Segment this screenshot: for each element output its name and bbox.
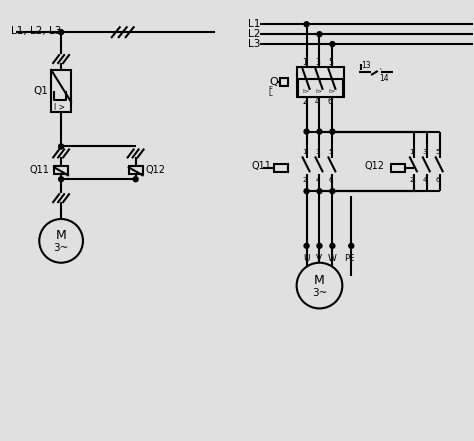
Text: Q11: Q11	[29, 165, 49, 176]
Text: 6: 6	[436, 177, 440, 183]
Circle shape	[304, 189, 309, 194]
Text: 2: 2	[410, 177, 414, 183]
Circle shape	[330, 189, 335, 194]
Circle shape	[317, 243, 322, 248]
Text: Q12: Q12	[146, 165, 165, 176]
Text: 4: 4	[315, 177, 319, 183]
Text: 6: 6	[328, 97, 333, 106]
Text: 2: 2	[302, 97, 307, 106]
Text: 3: 3	[315, 149, 320, 155]
Circle shape	[349, 243, 354, 248]
Text: 13: 13	[361, 61, 371, 71]
Text: I >: I >	[54, 103, 65, 112]
Bar	[391, 164, 405, 172]
Text: L1, L2, L3: L1, L2, L3	[11, 26, 62, 36]
Text: 3: 3	[422, 149, 427, 155]
Text: V: V	[317, 254, 322, 263]
Text: 4: 4	[423, 177, 427, 183]
Bar	[297, 67, 344, 97]
Circle shape	[330, 129, 335, 134]
Bar	[51, 70, 71, 112]
Text: M: M	[56, 229, 66, 243]
Circle shape	[304, 243, 309, 248]
Text: 3~: 3~	[312, 288, 327, 298]
Text: I>: I>	[316, 90, 323, 94]
Text: 1: 1	[410, 149, 414, 155]
Circle shape	[304, 22, 309, 27]
Circle shape	[317, 32, 322, 37]
Text: L: L	[269, 91, 273, 97]
Text: Q11: Q11	[252, 161, 272, 172]
Text: Q12: Q12	[364, 161, 384, 172]
Text: 1: 1	[302, 149, 307, 155]
Text: M: M	[314, 274, 325, 287]
Bar	[54, 166, 68, 174]
Text: 6: 6	[328, 177, 333, 183]
Bar	[298, 79, 343, 97]
Circle shape	[59, 30, 64, 35]
Circle shape	[304, 129, 309, 134]
Text: L1: L1	[248, 19, 260, 29]
Circle shape	[330, 41, 335, 47]
Text: F: F	[269, 86, 273, 92]
Circle shape	[297, 263, 342, 308]
Text: 5: 5	[328, 149, 333, 155]
Text: 5: 5	[436, 149, 440, 155]
Text: W: W	[328, 254, 337, 263]
Text: Q: Q	[270, 77, 279, 87]
Text: 4: 4	[315, 97, 320, 106]
Text: 3~: 3~	[54, 243, 69, 253]
Text: 1: 1	[302, 59, 307, 67]
Text: L3: L3	[248, 39, 260, 49]
Circle shape	[59, 177, 64, 182]
Circle shape	[59, 144, 64, 149]
Text: 14: 14	[379, 75, 389, 83]
Text: PE: PE	[344, 254, 355, 263]
Text: U: U	[303, 254, 310, 263]
Bar	[274, 164, 288, 172]
Text: 2: 2	[302, 177, 307, 183]
Text: L2: L2	[248, 29, 260, 39]
Circle shape	[317, 129, 322, 134]
Text: 5: 5	[328, 59, 333, 67]
Bar	[128, 166, 143, 174]
Text: 3: 3	[315, 59, 320, 67]
Bar	[280, 78, 288, 86]
Text: Q1: Q1	[33, 86, 48, 96]
Circle shape	[133, 177, 138, 182]
Text: I>: I>	[328, 90, 336, 94]
Circle shape	[330, 243, 335, 248]
Circle shape	[39, 219, 83, 263]
Text: I>: I>	[302, 90, 310, 94]
Circle shape	[317, 189, 322, 194]
